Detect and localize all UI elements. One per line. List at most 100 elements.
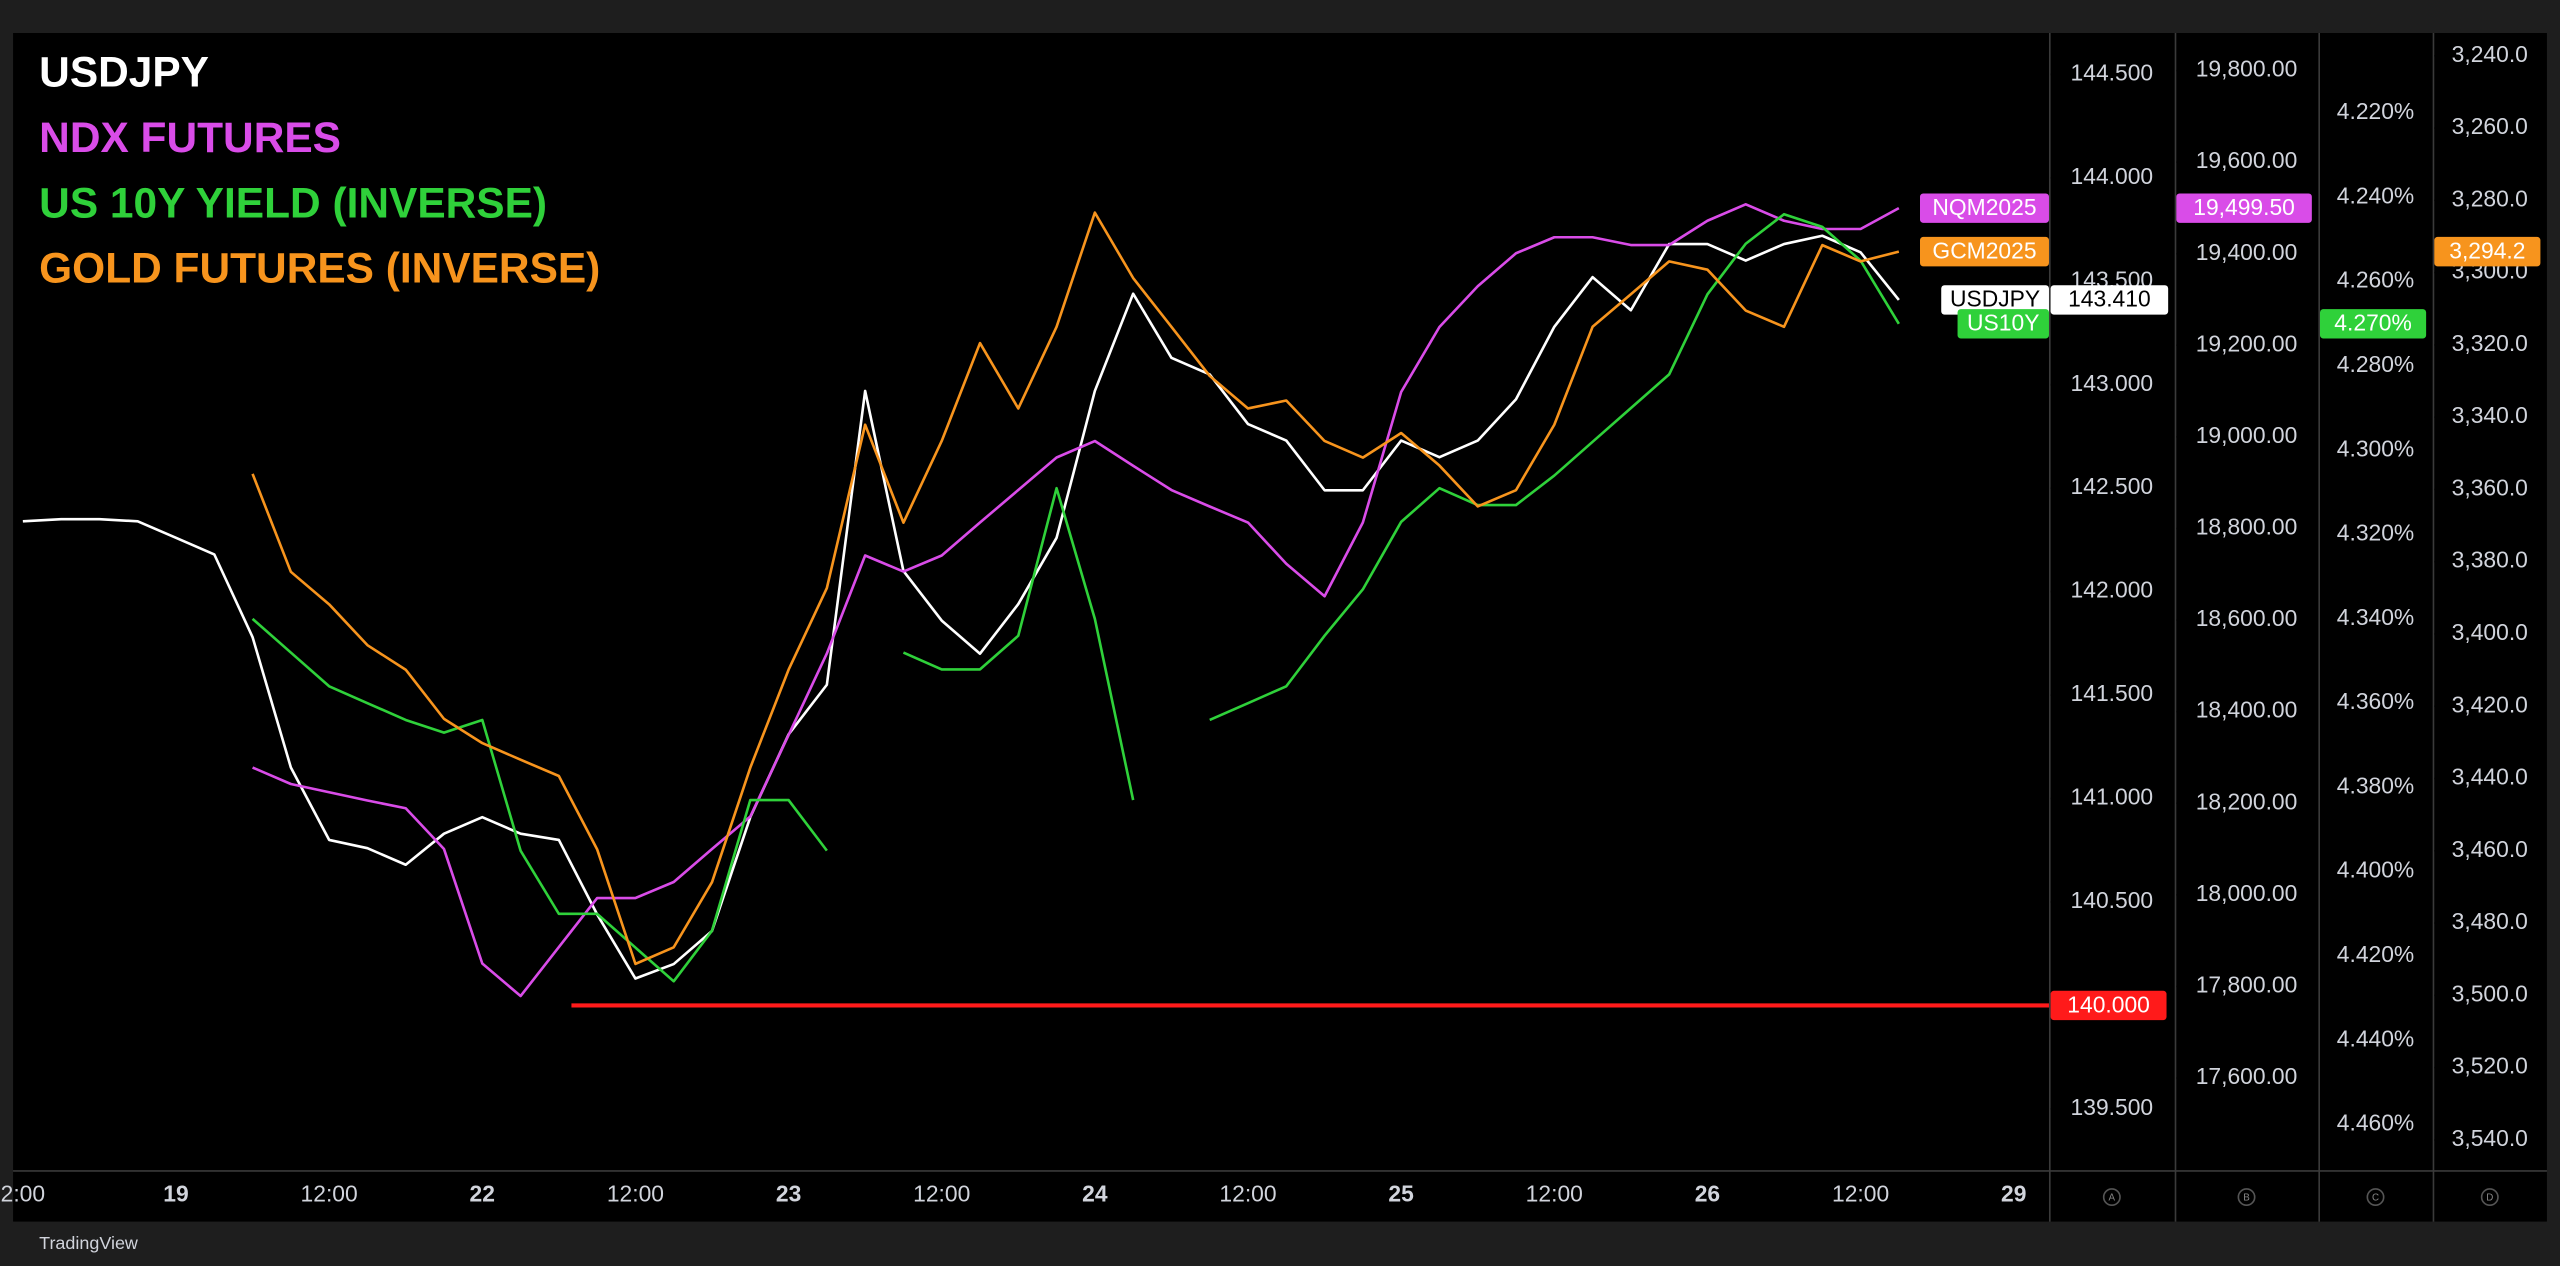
axis-letter-badge: [2480, 1188, 2499, 1207]
last-value-label: 4.270%: [2334, 310, 2411, 336]
legend-entry: US 10Y YIELD (INVERSE): [39, 179, 547, 226]
symbol-tag: USDJPY: [1950, 286, 2040, 312]
y-tick-label: 3,520.0: [2452, 1053, 2528, 1079]
y-tick-label: 18,400.00: [2196, 697, 2298, 723]
last-value-bg: [2050, 285, 2169, 315]
y-tick-label: 19,000.00: [2196, 422, 2298, 448]
last-value-bg: [2434, 236, 2541, 267]
y-tick-label: 140.500: [2071, 887, 2154, 913]
x-tick-label: 12:00: [607, 1180, 664, 1206]
y-tick-label: 4.460%: [2337, 1110, 2414, 1136]
series-layer: [22, 202, 2049, 1008]
y-tick-label: 3,380.0: [2452, 547, 2528, 573]
chart-area: [13, 33, 2547, 1222]
y-tick-label: 4.280%: [2337, 351, 2414, 377]
y-tick-label: 17,800.00: [2196, 971, 2298, 997]
series-line: [252, 202, 1900, 998]
x-tick-label: 12:00: [1832, 1180, 1889, 1206]
y-tick-label: 139.500: [2071, 1094, 2154, 1120]
x-tick-label: 12:00: [1219, 1180, 1276, 1206]
y-tick-label: 4.440%: [2337, 1025, 2414, 1051]
last-value-bg: [2320, 309, 2427, 339]
axis-letter: D: [2486, 1192, 2493, 1203]
legend-entry: NDX FUTURES: [39, 114, 341, 161]
y-tick-label: 3,400.0: [2452, 619, 2528, 645]
y-tick-label: 144.500: [2071, 59, 2154, 85]
x-tick-label: 12:00: [301, 1180, 358, 1206]
last-value-label: 3,294.2: [2449, 237, 2525, 263]
y-tick-label: 3,540.0: [2452, 1125, 2528, 1151]
symbol-tag: GCM2025: [1932, 237, 2036, 263]
y-tick-label: 3,420.0: [2452, 691, 2528, 717]
y-tick-label: 142.000: [2071, 577, 2154, 603]
x-tick-label: 12:00: [913, 1180, 970, 1206]
x-tick-label: 25: [1388, 1180, 1414, 1206]
axis-letter: A: [2109, 1192, 2116, 1203]
y-tick-label: 19,800.00: [2196, 56, 2298, 82]
y-tick-label: 4.300%: [2337, 435, 2414, 461]
axis-letter-badge: [2366, 1188, 2385, 1207]
y-tick-label: 4.260%: [2337, 267, 2414, 293]
y-tick-label: 142.500: [2071, 473, 2154, 499]
axis-letter-badge: [2237, 1188, 2256, 1207]
y-tick-label: 17,600.00: [2196, 1063, 2298, 1089]
series-line: [251, 212, 1900, 983]
y-tick-label: 3,440.0: [2452, 764, 2528, 790]
y-tick-label: 141.500: [2071, 680, 2154, 706]
symbol-tag-bg: [1957, 309, 2049, 339]
brand: TradingView: [39, 1233, 138, 1253]
last-value-label: 143.410: [2068, 286, 2151, 312]
y-tick-label: 141.000: [2071, 784, 2154, 810]
series-line: [22, 234, 1900, 980]
y-tick-label: 3,320.0: [2452, 330, 2528, 356]
legend-entry: USDJPY: [39, 49, 209, 96]
y-tick-label: 4.380%: [2337, 772, 2414, 798]
x-tick-label: 29: [2001, 1180, 2026, 1206]
y-tick-label: 3,500.0: [2452, 980, 2528, 1006]
axis-letter: B: [2243, 1192, 2250, 1203]
overlay-layer: 139.500 140.000 140.500 141.000 141.500 142.0…: [1, 41, 2541, 1207]
y-tick-label: 4.420%: [2337, 941, 2414, 967]
axis-letter-badge: [2102, 1188, 2121, 1207]
series-line: [251, 211, 1900, 966]
symbol-tag: NQM2025: [1932, 194, 2036, 220]
y-tick-label: 4.400%: [2337, 857, 2414, 883]
y-tick-label: 144.000: [2071, 163, 2154, 189]
y-tick-label: 19,200.00: [2196, 330, 2298, 356]
y-tick-label: 18,600.00: [2196, 605, 2298, 631]
axis-letter: C: [2372, 1192, 2379, 1203]
y-tick-label: 3,460.0: [2452, 836, 2528, 862]
y-tick-label: 4.240%: [2337, 182, 2414, 208]
symbol-tag-bg: [1941, 285, 2049, 315]
x-tick-label: 24: [1082, 1180, 1108, 1206]
y-tick-label: 18,200.00: [2196, 788, 2298, 814]
x-tick-label: 2:00: [1, 1180, 45, 1206]
y-tick-label: 4.340%: [2337, 604, 2414, 630]
y-tick-label: 3,340.0: [2452, 402, 2528, 428]
symbol-tag: US10Y: [1967, 310, 2039, 336]
x-tick-label: 22: [470, 1180, 495, 1206]
y-tick-label: 143.000: [2071, 370, 2154, 396]
y-tick-label: 3,240.0: [2452, 41, 2528, 67]
level-label: 140.000: [2067, 991, 2150, 1017]
y-tick-label: 18,800.00: [2196, 514, 2298, 540]
y-tick-label: 4.360%: [2337, 688, 2414, 714]
y-tick-label: 3,280.0: [2452, 185, 2528, 211]
last-value-bg: [2176, 193, 2312, 223]
y-tick-label: 3,360.0: [2452, 474, 2528, 500]
x-tick-label: 26: [1695, 1180, 1720, 1206]
y-tick-label: 4.320%: [2337, 520, 2414, 546]
y-tick-label: 19,600.00: [2196, 147, 2298, 173]
level-label-bg: [2050, 990, 2167, 1021]
x-tick-label: 12:00: [1526, 1180, 1583, 1206]
last-value-label: 19,499.50: [2193, 194, 2295, 220]
x-tick-label: 19: [163, 1180, 188, 1206]
y-tick-label: 3,480.0: [2452, 908, 2528, 934]
x-tick-label: 23: [776, 1180, 801, 1206]
legend-entry: GOLD FUTURES (INVERSE): [39, 245, 600, 292]
symbol-tag-bg: [1920, 236, 2049, 267]
y-tick-label: 18,000.00: [2196, 880, 2298, 906]
y-tick-label: 19,400.00: [2196, 239, 2298, 265]
